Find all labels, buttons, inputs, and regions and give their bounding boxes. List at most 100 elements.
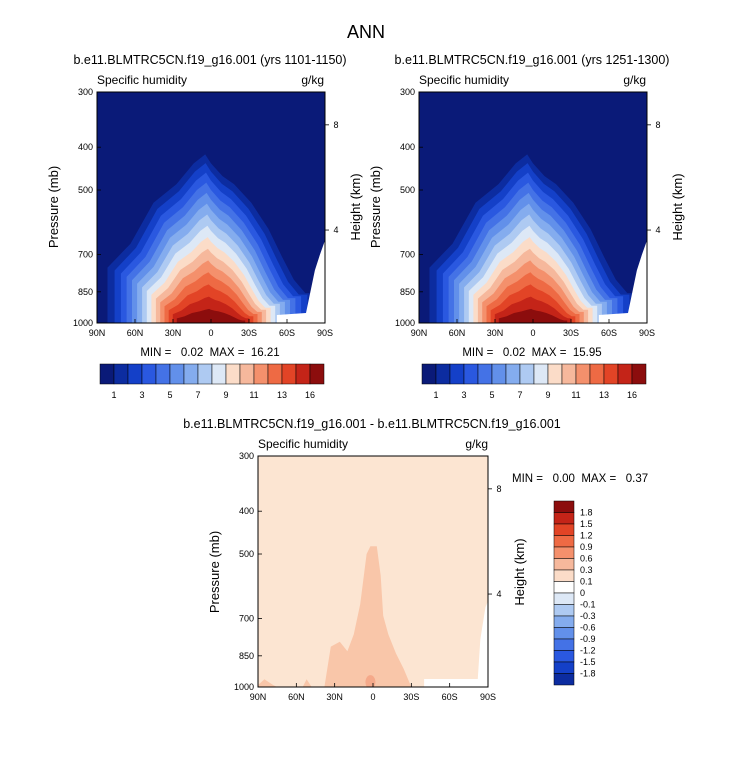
panel-1-colorbar-cell — [99, 363, 115, 385]
panel-2-stats: MIN = 0.02 MAX = 15.95 — [462, 347, 601, 359]
panel-3-colorbar-label: -1.2 — [580, 646, 596, 656]
panel-3-ylabel: Pressure (mb) — [207, 531, 222, 613]
panel-3-anomaly-region — [258, 546, 412, 687]
panel-1-colorbar-cell — [141, 363, 157, 385]
panel-1-colorbar-label: 5 — [167, 390, 172, 400]
panel-2-colorbar-cell — [449, 363, 465, 385]
panel-3-colorbar-label: 0 — [580, 588, 585, 598]
panel-1: b.e11.BLMTRC5CN.f19_g16.001 (yrs 1101-11… — [46, 53, 363, 400]
panel-3: b.e11.BLMTRC5CN.f19_g16.001 - b.e11.BLMT… — [183, 417, 648, 702]
panel-3-colorbar-label: 0.3 — [580, 565, 593, 575]
panel-2-variable: Specific humidity — [419, 73, 509, 87]
panel-3-ytick-label: 400 — [239, 506, 254, 516]
panel-1-colorbar-cell — [211, 363, 227, 385]
panel-2-colorbar-cell — [491, 363, 507, 385]
panel-1-xtick-label: 90S — [317, 328, 333, 338]
panel-3-ytick-label: 300 — [239, 451, 254, 461]
panel-2-colorbar-label: 3 — [461, 390, 466, 400]
panel-1-colorbar-cell — [309, 363, 325, 385]
panel-1-ytick-label: 400 — [78, 142, 93, 152]
panel-2-colorbar-label: 16 — [627, 390, 637, 400]
panel-2-xtick-label: 60S — [601, 328, 617, 338]
panel-2-ytick-right-label: 8 — [655, 120, 660, 130]
panel-3-colorbar-cell — [553, 604, 575, 617]
panel-2-xtick-label: 60N — [449, 328, 466, 338]
panel-3-colorbar-cell — [553, 535, 575, 548]
panel-2-ytick-label: 1000 — [395, 318, 415, 328]
panel-2-colorbar-label: 5 — [489, 390, 494, 400]
panel-3-ytick-right-label: 8 — [496, 484, 501, 494]
panel-2-colorbar-cell — [575, 363, 591, 385]
panel-3-colorbar-cell — [553, 523, 575, 536]
panel-1-colorbar-cell — [253, 363, 269, 385]
panel-2-colorbar-label: 13 — [599, 390, 609, 400]
panel-2-colorbar-cell — [631, 363, 647, 385]
panel-2-colorbar-cell — [463, 363, 479, 385]
panel-2-xtick-label: 30S — [563, 328, 579, 338]
panel-2-xtick-label: 90N — [411, 328, 428, 338]
panel-2-colorbar-cell — [617, 363, 633, 385]
panel-3-colorbar-label: -0.6 — [580, 623, 596, 633]
panel-1-ytick-label: 300 — [78, 87, 93, 97]
panel-2-ylabel: Pressure (mb) — [368, 166, 383, 248]
panel-3-colorbar-cell — [553, 661, 575, 674]
panel-2-colorbar-label: 9 — [545, 390, 550, 400]
panel-2-title: b.e11.BLMTRC5CN.f19_g16.001 (yrs 1251-13… — [395, 53, 670, 67]
panel-2-colorbar-cell — [477, 363, 493, 385]
panel-3-contour-field — [258, 456, 488, 687]
panel-1-xtick-label: 60N — [127, 328, 144, 338]
panel-2-colorbar-label: 7 — [517, 390, 522, 400]
panel-1-variable: Specific humidity — [97, 73, 187, 87]
panel-1-colorbar-cell — [127, 363, 143, 385]
panel-3-colorbar-label: -0.3 — [580, 611, 596, 621]
panel-2-colorbar-cell — [603, 363, 619, 385]
panel-2-ytick-label: 400 — [400, 142, 415, 152]
panel-1-ytick-right-label: 8 — [333, 120, 338, 130]
panel-3-colorbar-label: -1.8 — [580, 669, 596, 679]
panel-3-colorbar-cell — [553, 558, 575, 571]
panel-2-ytick-right-label: 4 — [655, 225, 660, 235]
panel-2-ytick-label: 500 — [400, 185, 415, 195]
panel-1-colorbar-cell — [197, 363, 213, 385]
panel-2: b.e11.BLMTRC5CN.f19_g16.001 (yrs 1251-13… — [368, 53, 685, 400]
panel-3-colorbar-cell — [553, 569, 575, 582]
panel-2-colorbar-cell — [519, 363, 535, 385]
panel-1-ytick-label: 1000 — [73, 318, 93, 328]
panel-3-stats: MIN = 0.00 MAX = 0.37 — [512, 473, 648, 485]
panel-3-axes: 90N 60N 30N 0 30S 60S 90S 300 400 500 700 850 1000 8 4 — [234, 451, 502, 702]
panel-3-colorbar-cell — [553, 673, 575, 686]
panel-1-colorbar-cell — [281, 363, 297, 385]
panel-3-colorbar-label: -0.9 — [580, 634, 596, 644]
panel-1-contour-field — [97, 92, 325, 323]
panel-1-colorbar-cell — [183, 363, 199, 385]
panel-2-topography-mask — [598, 240, 647, 323]
panel-3-colorbar-label: -1.5 — [580, 657, 596, 667]
panel-3-colorbar-cell — [553, 546, 575, 559]
panel-3-colorbar: 1.81.5 1.20.9 0.60.3 0.10 -0.1-0.3 -0.6-0.9 -1… — [553, 500, 596, 686]
panel-3-ytick-label: 500 — [239, 549, 254, 559]
panel-3-colorbar-cell — [553, 615, 575, 628]
panel-2-contour-field — [419, 92, 647, 323]
panel-1-colorbar-label: 13 — [277, 390, 287, 400]
panel-1-topography-mask — [276, 240, 325, 323]
panel-2-xtick-label: 30N — [487, 328, 504, 338]
panel-1-xtick-label: 60S — [279, 328, 295, 338]
panel-1-ylabel: Pressure (mb) — [46, 166, 61, 248]
panel-3-colorbar-label: 1.2 — [580, 531, 593, 541]
panel-1-stats: MIN = 0.02 MAX = 16.21 — [140, 347, 279, 359]
panel-2-xtick-label: 0 — [530, 328, 535, 338]
panel-3-ytick-label: 1000 — [234, 682, 254, 692]
panel-1-xtick-label: 30S — [241, 328, 257, 338]
panel-3-ytick-label: 850 — [239, 651, 254, 661]
panel-3-colorbar-label: 0.6 — [580, 554, 593, 564]
panel-1-xtick-label: 90N — [89, 328, 106, 338]
panel-2-colorbar-cell — [533, 363, 549, 385]
panel-3-ytick-label: 700 — [239, 614, 254, 624]
panel-3-colorbar-cell — [553, 638, 575, 651]
panel-3-xtick-label: 0 — [370, 692, 375, 702]
panel-3-colorbar-label: -0.1 — [580, 600, 596, 610]
panel-3-colorbar-label: 1.8 — [580, 508, 593, 518]
panel-3-colorbar-cell — [553, 627, 575, 640]
panel-2-colorbar-cell — [505, 363, 521, 385]
panel-1-colorbar-label: 9 — [223, 390, 228, 400]
